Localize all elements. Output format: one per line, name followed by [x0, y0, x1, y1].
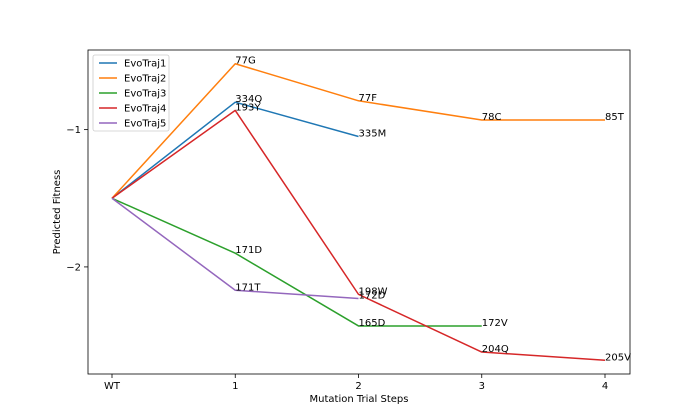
point-label: 335M	[359, 128, 387, 139]
x-axis-label: Mutation Trial Steps	[310, 394, 409, 405]
y-tick-label: −1	[66, 125, 81, 136]
x-tick-label: 2	[355, 381, 361, 392]
x-axis: WT 1 2 3 4	[104, 374, 608, 392]
series-line-evotraj4	[111, 109, 606, 362]
x-tick-label: 4	[602, 381, 608, 392]
series-line-evotraj1	[111, 101, 359, 199]
y-axis: −1 −2	[66, 125, 88, 273]
series-line-evotraj3	[111, 197, 482, 327]
point-label: 78C	[482, 112, 502, 123]
point-label: 77F	[359, 93, 378, 104]
legend-entry: EvoTraj4	[124, 104, 166, 115]
point-label: 204Q	[482, 344, 509, 355]
x-tick-label: 3	[479, 381, 485, 392]
legend: EvoTraj1 EvoTraj2 EvoTraj3 EvoTraj4 EvoTraj5	[92, 54, 170, 132]
series-line-evotraj5	[111, 197, 359, 300]
point-label: 171T	[235, 282, 261, 293]
legend-box	[92, 54, 170, 132]
point-label: 193Y	[235, 102, 261, 113]
legend-entry: EvoTraj1	[124, 59, 166, 70]
plot-frame	[87, 49, 631, 375]
legend-entry: EvoTraj2	[124, 74, 166, 85]
point-label: 171D	[235, 245, 262, 256]
y-tick-label: −2	[66, 262, 81, 273]
point-label-layer: 334Q 335M 77G 77F 78C 85T 171D 165D 172V 193Y 198W…	[235, 56, 631, 364]
legend-entry: EvoTraj3	[124, 89, 166, 100]
legend-entry: EvoTraj5	[124, 119, 166, 130]
point-label: 85T	[605, 112, 625, 123]
series-line-evotraj2	[111, 62, 605, 199]
x-tick-label: 1	[232, 381, 238, 392]
series-layer	[111, 62, 606, 362]
point-label: 334Q	[235, 94, 262, 105]
point-label: 172V	[482, 318, 508, 329]
point-label: 198W	[359, 286, 388, 297]
point-label: 165D	[359, 318, 386, 329]
y-axis-label: Predicted Fitness	[52, 170, 63, 255]
x-tick-label: WT	[104, 381, 121, 392]
point-label: 77G	[235, 56, 255, 67]
point-label: 172D	[359, 290, 386, 301]
point-label: 205V	[605, 352, 631, 363]
